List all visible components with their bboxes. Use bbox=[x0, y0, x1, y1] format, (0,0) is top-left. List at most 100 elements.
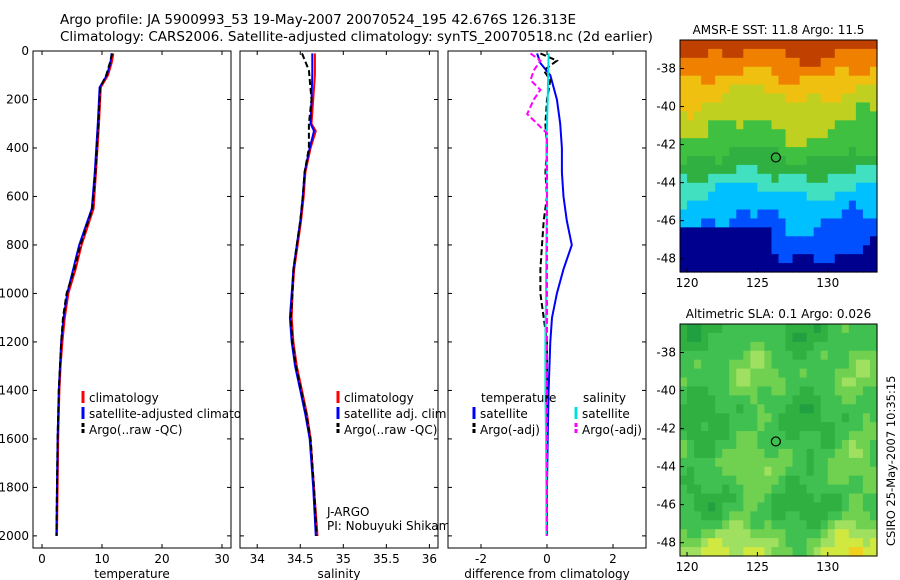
x-axis-label: difference from climatology bbox=[464, 567, 630, 580]
map-cell bbox=[750, 93, 758, 104]
x-tick-label: 36 bbox=[422, 552, 437, 566]
map-cell bbox=[792, 520, 801, 530]
map-cell bbox=[722, 245, 730, 255]
map-cell bbox=[701, 457, 709, 468]
map-cell bbox=[722, 129, 730, 139]
map-cell bbox=[708, 84, 716, 95]
map-cell bbox=[729, 218, 737, 228]
map-cell bbox=[750, 66, 758, 77]
map-cell bbox=[736, 538, 744, 548]
map-cell bbox=[855, 457, 864, 468]
map-cell bbox=[778, 191, 787, 202]
map-cell bbox=[792, 129, 801, 139]
map-cell bbox=[736, 368, 744, 379]
map-cell bbox=[813, 245, 822, 255]
map-cell bbox=[736, 341, 744, 352]
map-cell bbox=[820, 111, 829, 121]
map-cell bbox=[869, 156, 878, 166]
map-cell bbox=[680, 156, 688, 166]
map-cell bbox=[680, 40, 688, 50]
map-cell bbox=[722, 200, 730, 211]
map-cell bbox=[834, 182, 843, 193]
map-cell bbox=[827, 84, 836, 95]
map-cell bbox=[855, 377, 864, 388]
map-cell bbox=[862, 245, 871, 255]
map-cell bbox=[771, 173, 780, 184]
map-cell bbox=[694, 493, 702, 504]
map-cell bbox=[834, 502, 843, 512]
map-cell bbox=[813, 475, 822, 486]
map-cell bbox=[701, 475, 709, 486]
map-cell bbox=[750, 440, 758, 450]
map-cell bbox=[834, 93, 843, 104]
map-cell bbox=[855, 324, 864, 334]
map-cell bbox=[715, 484, 723, 495]
map-cell bbox=[799, 511, 808, 521]
map-cell bbox=[869, 448, 878, 459]
map-cell bbox=[757, 129, 766, 139]
map-cell bbox=[701, 332, 709, 343]
map-cell bbox=[848, 245, 857, 255]
map-cell bbox=[764, 93, 773, 104]
map-cell bbox=[729, 457, 737, 468]
map-cell bbox=[848, 547, 857, 557]
map-cell bbox=[785, 236, 794, 246]
map-cell bbox=[764, 236, 773, 246]
map-cell bbox=[778, 332, 787, 343]
map-cell bbox=[792, 111, 801, 121]
map-cell bbox=[736, 484, 744, 495]
map-cell bbox=[764, 529, 773, 539]
map-cell bbox=[841, 448, 850, 459]
map-cell bbox=[778, 511, 787, 521]
map-cell bbox=[820, 377, 829, 388]
map-frame bbox=[679, 323, 878, 557]
map-cell bbox=[750, 209, 758, 220]
map-cell bbox=[848, 395, 857, 405]
map-cell bbox=[799, 448, 808, 459]
map-cell bbox=[855, 511, 864, 521]
map-cell bbox=[813, 218, 822, 228]
map-cell bbox=[722, 156, 730, 166]
map-cell bbox=[680, 120, 688, 130]
map-cell bbox=[862, 164, 871, 175]
map-cell bbox=[792, 84, 801, 95]
map-cell bbox=[764, 431, 773, 441]
map-cell bbox=[855, 422, 864, 432]
map-cell bbox=[778, 341, 787, 352]
map-cell bbox=[820, 404, 829, 414]
map-cell bbox=[729, 395, 737, 405]
map-cell bbox=[736, 440, 744, 450]
map-cell bbox=[722, 359, 730, 370]
map-cell bbox=[722, 218, 730, 228]
map-cell bbox=[694, 182, 702, 193]
map-cell bbox=[757, 236, 766, 246]
map-cell bbox=[834, 350, 843, 361]
y-tick-label: 1800 bbox=[0, 480, 29, 494]
map-cell bbox=[715, 173, 723, 184]
map-cell bbox=[869, 48, 878, 59]
map-cell bbox=[848, 57, 857, 68]
map-cell bbox=[869, 332, 878, 343]
map-cell bbox=[771, 164, 780, 175]
map-cell bbox=[708, 102, 716, 112]
map-cell bbox=[806, 75, 815, 86]
map-cell bbox=[834, 440, 843, 450]
map-cell bbox=[813, 547, 822, 557]
map-cell bbox=[694, 359, 702, 370]
map-cell bbox=[680, 431, 688, 441]
map-cell bbox=[722, 511, 730, 521]
map-cell bbox=[869, 368, 878, 379]
map-cell bbox=[708, 147, 716, 157]
map-cell bbox=[757, 40, 766, 50]
map-cell bbox=[736, 191, 744, 202]
map-cell bbox=[778, 502, 787, 512]
map-cell bbox=[869, 350, 878, 361]
map-cell bbox=[680, 173, 688, 184]
map-cell bbox=[848, 368, 857, 379]
map-cell bbox=[862, 182, 871, 193]
map-cell bbox=[750, 368, 758, 379]
map-cell bbox=[722, 102, 730, 112]
map-cell bbox=[813, 511, 822, 521]
map-cell bbox=[820, 324, 829, 334]
